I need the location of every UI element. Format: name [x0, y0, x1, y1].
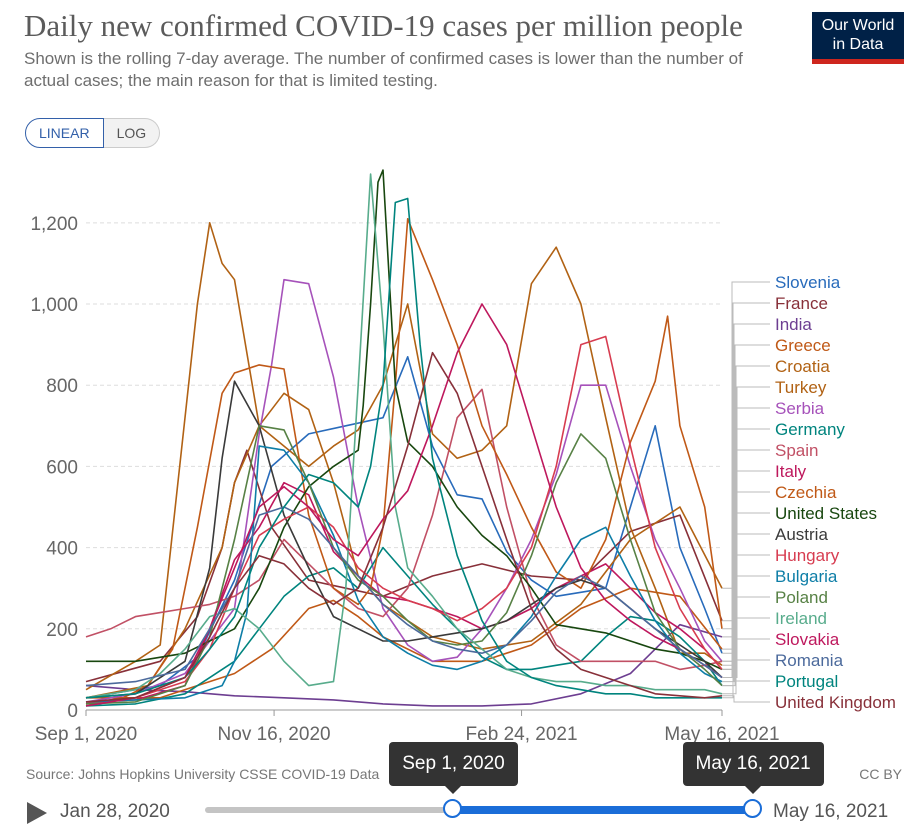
legend-connector [722, 323, 770, 638]
x-tick-label: Feb 24, 2021 [466, 724, 578, 745]
y-tick-label: 0 [67, 701, 78, 722]
legend-label: Greece [775, 336, 831, 355]
legend-label: Slovenia [775, 273, 841, 292]
series-line-turkey [85, 221, 723, 691]
series-line-romania [85, 506, 723, 687]
license-link[interactable]: CC BY [859, 766, 902, 782]
legend-label: Germany [775, 420, 845, 439]
y-tick-label: 200 [46, 620, 78, 641]
logo-line-2: in Data [832, 36, 884, 53]
legend-label: United Kingdom [775, 693, 896, 712]
legend-label: Romania [775, 651, 844, 670]
y-tick-label: 400 [46, 539, 78, 560]
legend-connector [722, 344, 770, 650]
end-date-tooltip: May 16, 2021 [682, 742, 824, 794]
logo-line-1: Our World [821, 17, 895, 34]
legend-label: Spain [775, 441, 818, 460]
legend-label: Poland [775, 588, 828, 607]
legend-label: Croatia [775, 357, 830, 376]
line-chart: 0 200 400 600 800 1,000 1,200 Sep 1, 2020 Nov 16… [30, 169, 896, 745]
legend-connector [722, 449, 770, 662]
legend-label: Slovakia [775, 630, 840, 649]
legend-connector [722, 407, 770, 662]
legend-connector [722, 659, 770, 678]
legend-label: Hungary [775, 546, 840, 565]
legend-label: Turkey [775, 378, 827, 397]
legend-connector [722, 695, 770, 703]
series-line-united-states [86, 169, 723, 671]
series-line-ireland [85, 173, 723, 699]
chart-title: Daily new confirmed COVID-19 cases per m… [24, 8, 743, 43]
legend-connector [722, 575, 770, 683]
timeline: Jan 28, 2020 May 16, 2021 [0, 790, 908, 840]
series-line-czechia [85, 217, 723, 705]
timeline-start-label: Jan 28, 2020 [60, 801, 170, 822]
legend-connector [722, 638, 770, 678]
legend-connector [722, 596, 770, 687]
legend-label: Serbia [775, 399, 825, 418]
series-line-bulgaria [85, 445, 723, 703]
legend-label: Bulgaria [775, 567, 838, 586]
legend-connector [722, 512, 770, 670]
legend-label: United States [775, 504, 877, 523]
legend-connector [722, 281, 770, 654]
series-line-india [85, 623, 723, 707]
chart-subtitle: Shown is the rolling 7-day average. The … [24, 49, 743, 90]
series-line-spain [85, 388, 723, 671]
legend-connector [722, 680, 770, 699]
start-date-tooltip: Sep 1, 2020 [389, 742, 518, 794]
legend-label: Ireland [775, 609, 827, 628]
play-icon[interactable] [27, 802, 47, 824]
series-line-poland [85, 424, 723, 705]
timeline-selected-range [453, 806, 753, 814]
legend-connector [722, 470, 770, 670]
legend-connector [722, 428, 770, 687]
series-line-germany [85, 546, 723, 707]
timeline-end-handle[interactable] [743, 799, 762, 818]
legend-label: Portugal [775, 672, 838, 691]
legend-label: India [775, 315, 812, 334]
series-line-portugal [85, 197, 722, 699]
log-scale-button[interactable]: LOG [103, 118, 161, 148]
timeline-start-handle[interactable] [443, 799, 463, 818]
legend-connector [722, 365, 770, 589]
y-tick-label: 1,000 [30, 295, 78, 316]
series-line-slovakia [85, 303, 723, 707]
timeline-end-label: May 16, 2021 [773, 801, 889, 822]
source-note[interactable]: Source: Johns Hopkins University CSSE CO… [26, 766, 380, 782]
legend-label: Czechia [775, 483, 837, 502]
legend-connector [722, 491, 770, 630]
legend-connector [722, 554, 770, 670]
linear-scale-button[interactable]: LINEAR [25, 118, 104, 148]
series-line-united-kingdom [85, 351, 723, 703]
scale-toggle: LINEAR LOG [25, 118, 161, 148]
y-tick-label: 1,200 [30, 214, 78, 235]
legend-label: France [775, 294, 828, 313]
series-line-serbia [85, 278, 723, 703]
legend-connector [722, 302, 770, 622]
legend-connector [722, 617, 770, 695]
x-tick-label: May 16, 2021 [664, 724, 779, 745]
legend-label: Italy [775, 462, 807, 481]
y-tick-label: 600 [46, 457, 78, 478]
legend-connector [722, 533, 770, 678]
x-tick-label: Sep 1, 2020 [35, 724, 137, 745]
legend-label: Austria [775, 525, 828, 544]
series-line-croatia [85, 392, 723, 699]
x-tick-label: Nov 16, 2020 [218, 724, 331, 745]
y-tick-label: 800 [46, 376, 78, 397]
owid-logo[interactable]: Our World in Data [812, 12, 904, 64]
